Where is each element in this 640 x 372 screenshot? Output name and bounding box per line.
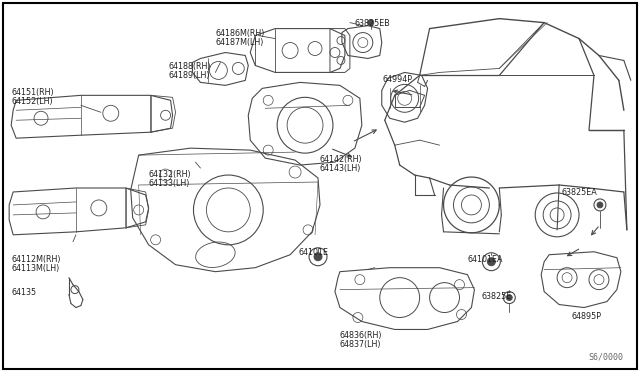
- Circle shape: [314, 253, 322, 261]
- Text: 63825EA: 63825EA: [561, 188, 597, 197]
- Text: 64101E: 64101E: [298, 248, 328, 257]
- Text: 64187M(LH): 64187M(LH): [216, 38, 264, 46]
- Text: 64188(RH): 64188(RH): [168, 62, 211, 71]
- Text: 64101EA: 64101EA: [467, 255, 503, 264]
- Text: 64895P: 64895P: [571, 311, 601, 321]
- Text: S6/0000: S6/0000: [589, 352, 624, 361]
- Circle shape: [597, 202, 603, 208]
- Text: 64994P: 64994P: [383, 76, 413, 84]
- Text: 64113M(LH): 64113M(LH): [11, 264, 60, 273]
- Text: 64189(LH): 64189(LH): [168, 71, 210, 80]
- Text: 64143(LH): 64143(LH): [320, 164, 362, 173]
- Text: 64151(RH): 64151(RH): [11, 89, 54, 97]
- Text: 64132(RH): 64132(RH): [148, 170, 191, 179]
- Text: 64186M(RH): 64186M(RH): [216, 29, 265, 38]
- Text: 64837(LH): 64837(LH): [340, 340, 381, 349]
- Text: 64112M(RH): 64112M(RH): [11, 255, 61, 264]
- Text: 64152(LH): 64152(LH): [11, 97, 52, 106]
- Text: 63825E: 63825E: [481, 292, 511, 301]
- Circle shape: [368, 20, 374, 26]
- Text: 64133(LH): 64133(LH): [148, 179, 190, 188]
- Circle shape: [488, 258, 495, 266]
- Text: 64135: 64135: [11, 288, 36, 296]
- Text: 64142(RH): 64142(RH): [320, 155, 363, 164]
- Circle shape: [506, 295, 512, 301]
- Text: 64836(RH): 64836(RH): [340, 331, 383, 340]
- Text: 63825EB: 63825EB: [355, 19, 390, 28]
